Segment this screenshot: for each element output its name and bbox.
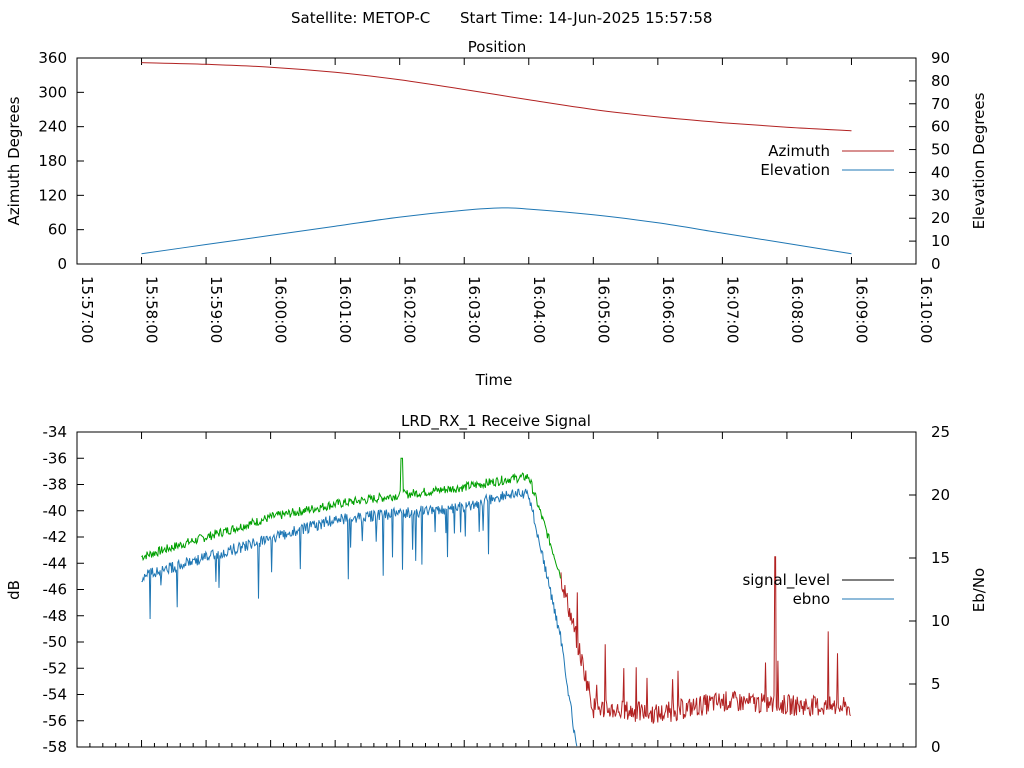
right-axis-tick-label: 25 xyxy=(931,423,950,441)
left-axis-tick-label: -36 xyxy=(43,449,68,467)
time-axis-tick-label: 16:03:00 xyxy=(465,276,483,343)
signal-left-axis: -58 -56 -54 -52 -50 -48 -46 -44 -42 -40 -38 -36 -34 xyxy=(43,423,84,756)
time-axis-tick-label: 15:57:00 xyxy=(78,276,96,343)
legend-ebno-label: ebno xyxy=(793,590,830,608)
left-axis-tick-label: -44 xyxy=(43,554,68,572)
left-axis-tick-label: -34 xyxy=(43,423,68,441)
left-axis-tick-label: -52 xyxy=(43,659,68,677)
azimuth-axis-label: Azimuth Degrees xyxy=(5,96,23,225)
time-axis-tick-label: 16:04:00 xyxy=(530,276,548,343)
time-axis-tick-label: 16:10:00 xyxy=(917,276,935,343)
noise-floor-trace xyxy=(560,556,852,724)
time-axis-tick-label: 16:01:00 xyxy=(336,276,354,343)
left-axis-tick-label: 300 xyxy=(38,83,67,101)
signal-chart: LRD_RX_1 Receive Signal -58-56-54-52-50-… xyxy=(5,412,988,756)
right-axis-tick-label: 90 xyxy=(931,49,950,67)
elevation-series-line xyxy=(141,207,852,255)
time-axis-tick-label: 16:06:00 xyxy=(659,276,677,343)
time-axis-label: Time xyxy=(475,371,513,389)
right-axis-tick-label: 40 xyxy=(931,163,950,181)
position-left-axis: 0 60 120 180 240 300 360 xyxy=(38,49,84,273)
left-axis-tick-label: 360 xyxy=(38,49,67,67)
right-axis-tick-label: 10 xyxy=(931,612,950,630)
left-axis-tick-label: 0 xyxy=(57,255,67,273)
left-axis-tick-label: -54 xyxy=(43,686,68,704)
right-axis-tick-label: 10 xyxy=(931,232,950,250)
right-axis-tick-label: 30 xyxy=(931,186,950,204)
db-axis-label: dB xyxy=(5,580,23,600)
left-axis-tick-label: -48 xyxy=(43,607,68,625)
right-axis-tick-label: 20 xyxy=(931,486,950,504)
time-axis-tick-label: 16:05:00 xyxy=(594,276,612,343)
left-axis-tick-label: 60 xyxy=(48,221,67,239)
left-axis-tick-label: -56 xyxy=(43,712,68,730)
signal-time-axis xyxy=(76,432,917,747)
position-chart-title: Position xyxy=(468,38,526,56)
left-axis-tick-label: 240 xyxy=(38,118,67,136)
legend-azimuth-label: Azimuth xyxy=(768,142,830,160)
satellite-label: Satellite: METOP-C xyxy=(291,9,430,27)
time-axis-tick-label: 16:02:00 xyxy=(401,276,419,343)
ebno-axis-label: Eb/No xyxy=(970,568,988,612)
position-time-axis: 15:57:00 15:58:00 15:59:00 16:00:00 16:01:00… xyxy=(76,58,935,343)
position-right-axis: 0 10 20 30 40 50 60 70 80 90 xyxy=(909,49,950,273)
start-time-label: Start Time: 14-Jun-2025 15:57:58 xyxy=(460,9,712,27)
right-axis-tick-label: 60 xyxy=(931,118,950,136)
legend-elevation-label: Elevation xyxy=(760,161,830,179)
left-axis-tick-label: -40 xyxy=(43,502,68,520)
signal-right-axis: 0 5 10 15 20 25 xyxy=(909,423,950,756)
right-axis-tick-label: 80 xyxy=(931,72,950,90)
position-chart: Position 0 60 120 180 240 300 360 0 10 20 30 40 50 6… xyxy=(5,38,988,389)
right-axis-tick-label: 20 xyxy=(931,209,950,227)
time-axis-tick-label: 16:08:00 xyxy=(788,276,806,343)
elevation-axis-label: Elevation Degrees xyxy=(970,92,988,229)
time-axis-tick-label: 16:00:00 xyxy=(272,276,290,343)
signal-chart-title: LRD_RX_1 Receive Signal xyxy=(401,412,591,431)
right-axis-tick-label: 0 xyxy=(931,255,941,273)
left-axis-tick-label: 180 xyxy=(38,152,67,170)
right-axis-tick-label: 15 xyxy=(931,549,950,567)
right-axis-tick-label: 50 xyxy=(931,141,950,159)
right-axis-tick-label: 0 xyxy=(931,738,941,756)
time-axis-tick-label: 16:07:00 xyxy=(723,276,741,343)
left-axis-tick-label: -50 xyxy=(43,633,68,651)
time-axis-tick-label: 15:58:00 xyxy=(143,276,161,343)
ebno-series-line xyxy=(141,488,578,747)
time-axis-tick-label: 15:59:00 xyxy=(207,276,225,343)
right-axis-tick-label: 5 xyxy=(931,675,941,693)
time-axis-tick-label: 16:09:00 xyxy=(852,276,870,343)
left-axis-tick-label: -46 xyxy=(43,581,68,599)
legend-signal-level-label: signal_level xyxy=(742,571,830,590)
azimuth-series-line xyxy=(141,62,852,132)
left-axis-tick-label: -42 xyxy=(43,528,68,546)
left-axis-tick-label: -38 xyxy=(43,476,68,494)
signal-level-series-line xyxy=(141,457,561,579)
right-axis-tick-label: 70 xyxy=(931,95,950,113)
left-axis-tick-label: 120 xyxy=(38,186,67,204)
left-axis-tick-label: -58 xyxy=(43,738,68,756)
